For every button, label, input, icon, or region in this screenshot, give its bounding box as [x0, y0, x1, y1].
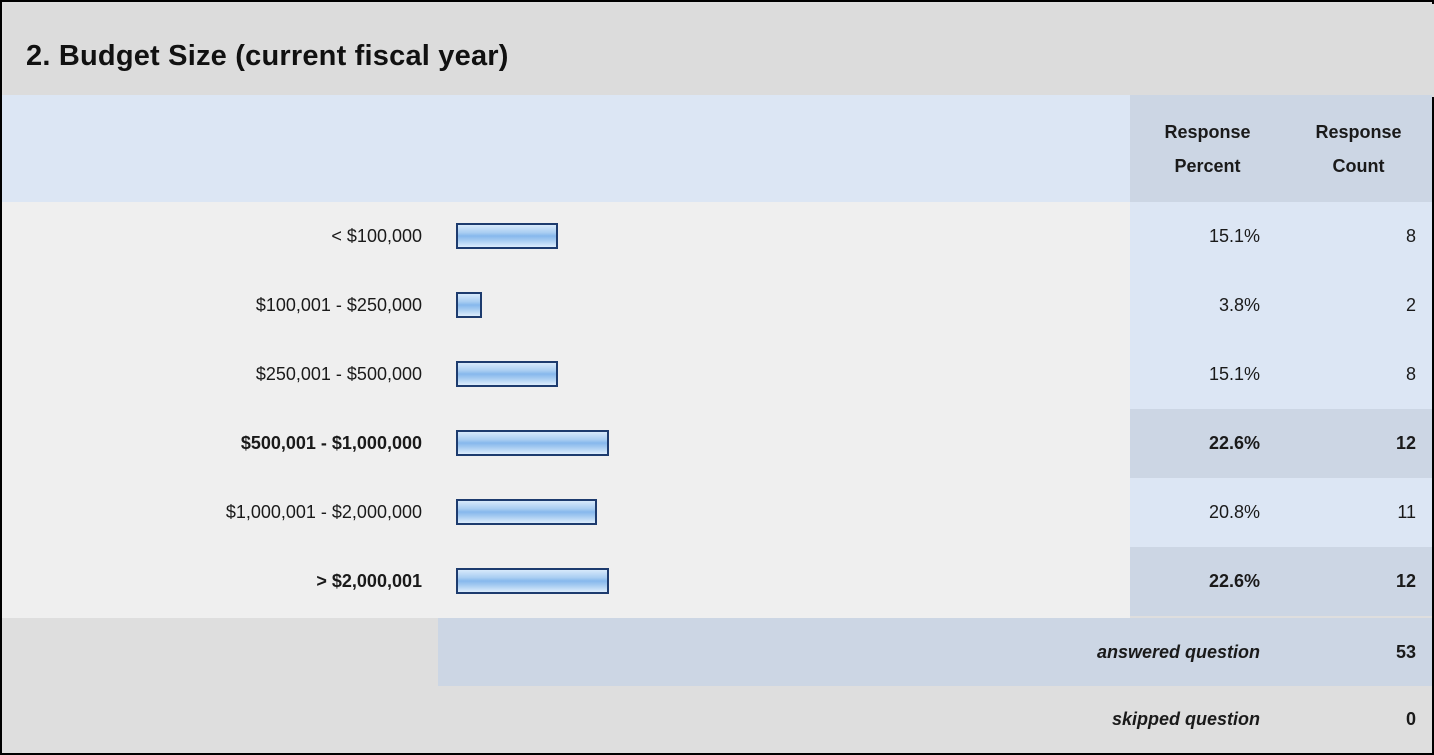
response-percent: 15.1% — [1208, 364, 1260, 384]
answer-label: $500,001 - $1,000,000 — [240, 433, 422, 453]
answered-question-label: answered question — [1096, 642, 1260, 662]
answer-row: > $2,000,001 22.6% 12 — [2, 547, 1432, 616]
response-count: 12 — [1395, 571, 1416, 591]
value-cells-background — [1130, 478, 1432, 547]
response-bar — [456, 568, 609, 594]
value-cells-background — [1130, 547, 1432, 616]
value-cells-background — [1130, 409, 1432, 478]
title-bar: 2. Budget Size (current fiscal year) — [4, 4, 1434, 97]
response-count: 8 — [1405, 364, 1416, 384]
response-count-header-line1: Response — [1315, 122, 1402, 142]
response-percent: 22.6% — [1208, 571, 1260, 591]
answer-label: $100,001 - $250,000 — [255, 295, 422, 315]
response-count: 8 — [1405, 226, 1416, 246]
skipped-question-label: skipped question — [1111, 709, 1260, 729]
response-percent: 3.8% — [1218, 295, 1260, 315]
answer-label: $250,001 - $500,000 — [255, 364, 422, 384]
answer-row: < $100,000 15.1% 8 — [2, 202, 1432, 271]
response-count: 11 — [1397, 502, 1416, 522]
answered-band — [438, 618, 1432, 686]
response-bar — [456, 292, 482, 318]
response-percent: 20.8% — [1208, 502, 1260, 522]
response-count-header: Response Count — [1285, 95, 1432, 202]
response-percent-header: Response Percent — [1130, 95, 1285, 202]
response-count: 12 — [1395, 433, 1416, 453]
answer-row: $250,001 - $500,000 15.1% 8 — [2, 340, 1432, 409]
response-count-header-line2: Count — [1332, 156, 1385, 176]
header-row — [2, 95, 1130, 202]
answer-label: < $100,000 — [331, 226, 422, 246]
response-bar — [456, 499, 597, 525]
answered-question-row: answered question 53 — [2, 618, 1432, 686]
answered-blank-cell — [2, 618, 438, 686]
answer-row: $100,001 - $250,000 3.8% 2 — [2, 271, 1432, 340]
value-cells-background — [1130, 202, 1432, 271]
answer-label: > $2,000,001 — [316, 571, 422, 591]
answer-label: $1,000,001 - $2,000,000 — [225, 502, 422, 522]
response-bar — [456, 361, 558, 387]
answer-row: $1,000,001 - $2,000,000 20.8% 11 — [2, 478, 1432, 547]
response-bar — [456, 223, 558, 249]
chart-area — [2, 202, 1130, 618]
response-percent-header-line2: Percent — [1174, 156, 1241, 176]
answer-row: $500,001 - $1,000,000 22.6% 12 — [2, 409, 1432, 478]
response-percent: 15.1% — [1208, 226, 1260, 246]
question-title: 2. Budget Size (current fiscal year) — [26, 40, 509, 72]
skipped-question-row: skipped question 0 — [2, 686, 1432, 753]
response-count: 2 — [1405, 295, 1416, 315]
value-cells-background — [1130, 340, 1432, 409]
answered-question-value: 53 — [1395, 642, 1416, 662]
value-cells-background — [1130, 271, 1432, 340]
response-percent-header-line1: Response — [1164, 122, 1251, 142]
response-bar — [456, 430, 609, 456]
skipped-question-value: 0 — [1405, 709, 1416, 729]
response-percent: 22.6% — [1208, 433, 1260, 453]
